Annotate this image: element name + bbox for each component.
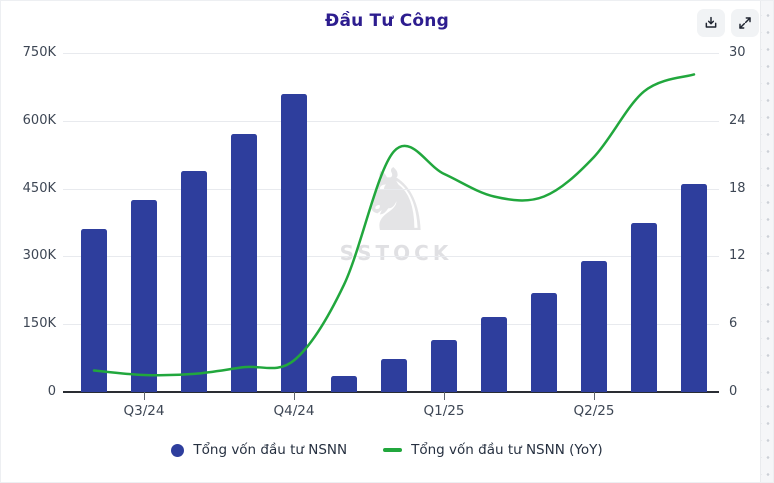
legend-circle-marker [171, 443, 185, 457]
x-axis-tick [144, 392, 145, 400]
gridline [63, 188, 719, 190]
bar [481, 317, 507, 392]
bar [181, 170, 207, 392]
bar [431, 340, 457, 392]
bar [681, 184, 707, 392]
chart-toolbar [697, 9, 759, 37]
page-title: Đầu Tư Công [325, 11, 449, 31]
gridline [63, 120, 719, 122]
x-axis-label: Q3/24 [123, 403, 165, 419]
left-axis-tick-label: 0 [47, 384, 56, 399]
x-axis-label: Q2/25 [573, 403, 615, 419]
right-axis-tick-label: 0 [729, 384, 738, 399]
expand-fullscreen-icon [737, 15, 753, 31]
legend-label: Tổng vốn đầu tư NSNN [193, 442, 348, 458]
bar [581, 260, 607, 392]
bar [381, 359, 407, 392]
right-axis-tick-label: 6 [729, 316, 738, 332]
gridline [63, 324, 719, 326]
x-axis-tick [444, 392, 445, 400]
bar [631, 222, 657, 392]
x-axis-label: Q4/24 [273, 403, 315, 419]
gridline [63, 256, 719, 258]
panel-resize-strip[interactable] [760, 1, 773, 482]
download-button[interactable] [697, 9, 725, 37]
left-axis-tick-label: 600K [22, 112, 56, 128]
right-axis-tick-label: 30 [729, 45, 746, 60]
legend-label: Tổng vốn đầu tư NSNN (YoY) [411, 442, 603, 458]
bar [531, 292, 557, 392]
legend-line-marker [383, 448, 403, 452]
gridline [63, 53, 719, 54]
bar [81, 229, 107, 392]
right-axis-tick-label: 18 [729, 180, 746, 196]
x-axis-tick [294, 392, 295, 400]
x-axis-tick [594, 392, 595, 400]
left-axis-tick-label: 450K [22, 180, 56, 196]
bar [131, 199, 157, 392]
right-axis-tick-label: 12 [729, 248, 746, 264]
expand-button[interactable] [731, 9, 759, 37]
legend-item-line[interactable]: Tổng vốn đầu tư NSNN (YoY) [383, 442, 603, 458]
legend: Tổng vốn đầu tư NSNN Tổng vốn đầu tư NSNN… [1, 442, 773, 458]
left-axis-tick-label: 150K [22, 316, 56, 332]
left-axis-tick-label: 300K [22, 248, 56, 264]
bar [231, 134, 257, 392]
x-axis-line [63, 391, 719, 393]
legend-item-bar[interactable]: Tổng vốn đầu tư NSNN [171, 442, 347, 458]
bar [281, 93, 307, 392]
left-axis-tick-label: 750K [22, 45, 56, 60]
download-icon [703, 15, 719, 31]
right-axis-tick-label: 24 [729, 112, 746, 128]
x-axis-label: Q1/25 [423, 403, 465, 419]
bar [331, 376, 357, 392]
